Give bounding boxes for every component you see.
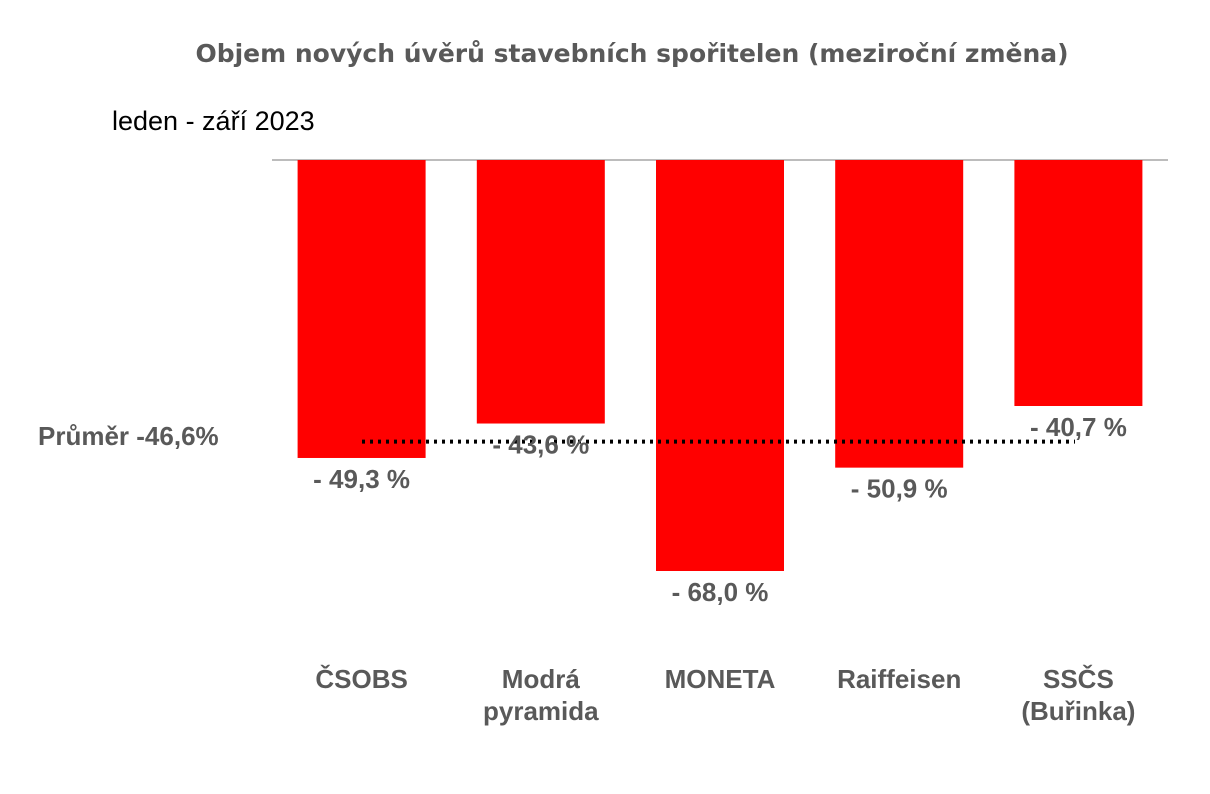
- value-label-4: - 40,7 %: [1030, 412, 1127, 442]
- chart-subtitle: leden - září 2023: [112, 106, 315, 136]
- value-label-0: - 49,3 %: [313, 464, 410, 494]
- bar-2: [656, 160, 784, 571]
- category-label-1-line-1: pyramida: [483, 696, 599, 726]
- chart-title: Objem nových úvěrů stavebních spořitelen…: [195, 39, 1068, 68]
- category-label-2: MONETA: [665, 664, 776, 694]
- value-labels-group: - 49,3 % - 43,6 % - 68,0 % - 50,9 % - 40,7 %: [313, 412, 1127, 607]
- value-label-1: - 43,6 %: [492, 430, 589, 460]
- bar-3: [835, 160, 964, 468]
- bar-4: [1014, 160, 1143, 406]
- category-label-4-line-0: SSČS: [1043, 664, 1114, 694]
- category-label-1-line-0: Modrá: [502, 664, 581, 694]
- bar-1: [476, 160, 605, 424]
- category-label-3: Raiffeisen: [837, 664, 961, 694]
- category-label-0: ČSOBS: [315, 664, 407, 694]
- value-label-2: - 68,0 %: [672, 577, 769, 607]
- average-label: Průměr -46,6%: [38, 421, 219, 451]
- bars-group: [297, 160, 1143, 571]
- bar-0: [297, 160, 426, 458]
- value-label-3: - 50,9 %: [851, 474, 948, 504]
- category-label-4-line-1: (Buřinka): [1021, 696, 1135, 726]
